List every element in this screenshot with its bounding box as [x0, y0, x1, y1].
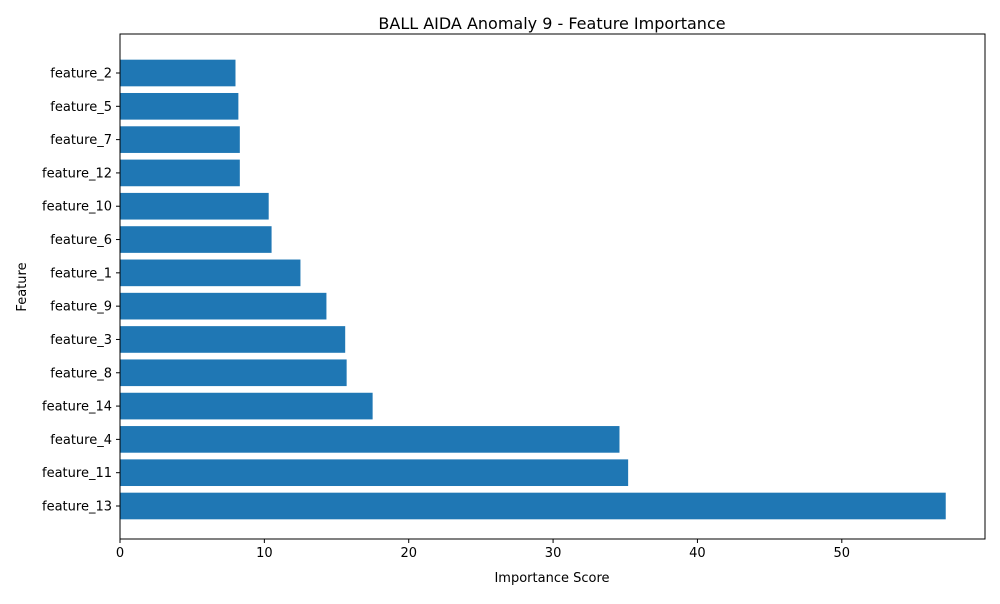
y-tick-label: feature_10 [42, 200, 112, 215]
y-axis: feature_13 feature_11 feature_4 feature_14 f… [42, 67, 120, 515]
y-tick-label: feature_4 [50, 433, 112, 448]
y-axis-label: Feature [15, 262, 30, 311]
plot-frame [119, 33, 986, 540]
bar-feature_9 [120, 292, 327, 320]
y-tick-label: feature_13 [42, 500, 112, 515]
bar-feature_7 [120, 126, 240, 153]
y-tick-label: feature_8 [50, 366, 112, 381]
x-tick-label: 0 [116, 546, 124, 561]
bar-feature_12 [120, 159, 240, 187]
bar-feature_3 [120, 326, 346, 353]
y-tick-label: feature_11 [42, 466, 112, 481]
bar-feature_5 [120, 92, 239, 120]
y-tick-label: feature_1 [50, 266, 112, 281]
y-tick-label: feature_9 [50, 300, 112, 315]
bar-feature_11 [120, 459, 629, 487]
x-axis: 0 10 20 30 40 50 [116, 539, 850, 561]
bar-feature_1 [120, 259, 301, 287]
y-tick-label: feature_6 [50, 233, 112, 248]
y-tick-label: feature_7 [50, 133, 112, 148]
bar-feature_14 [120, 392, 373, 420]
bar-feature_13 [120, 492, 946, 520]
bar-feature_2 [120, 59, 236, 87]
y-tick-label: feature_2 [50, 67, 112, 82]
x-tick-label: 20 [400, 546, 417, 561]
y-tick-label: feature_5 [50, 100, 112, 115]
y-tick-label: feature_14 [42, 400, 112, 415]
x-tick-label: 50 [834, 546, 851, 561]
bar-feature_8 [120, 359, 347, 387]
bar-feature_10 [120, 192, 269, 220]
x-tick-label: 40 [689, 546, 706, 561]
x-axis-label: Importance Score [494, 571, 609, 586]
x-tick-label: 30 [545, 546, 562, 561]
y-tick-label: feature_3 [50, 333, 112, 348]
y-tick-label: feature_12 [42, 166, 112, 181]
bar-feature_4 [120, 426, 620, 453]
x-tick-label: 10 [256, 546, 273, 561]
plot-area [120, 59, 946, 520]
chart-title: BALL AIDA Anomaly 9 - Feature Importance [378, 14, 725, 33]
bar-feature_6 [120, 226, 272, 253]
